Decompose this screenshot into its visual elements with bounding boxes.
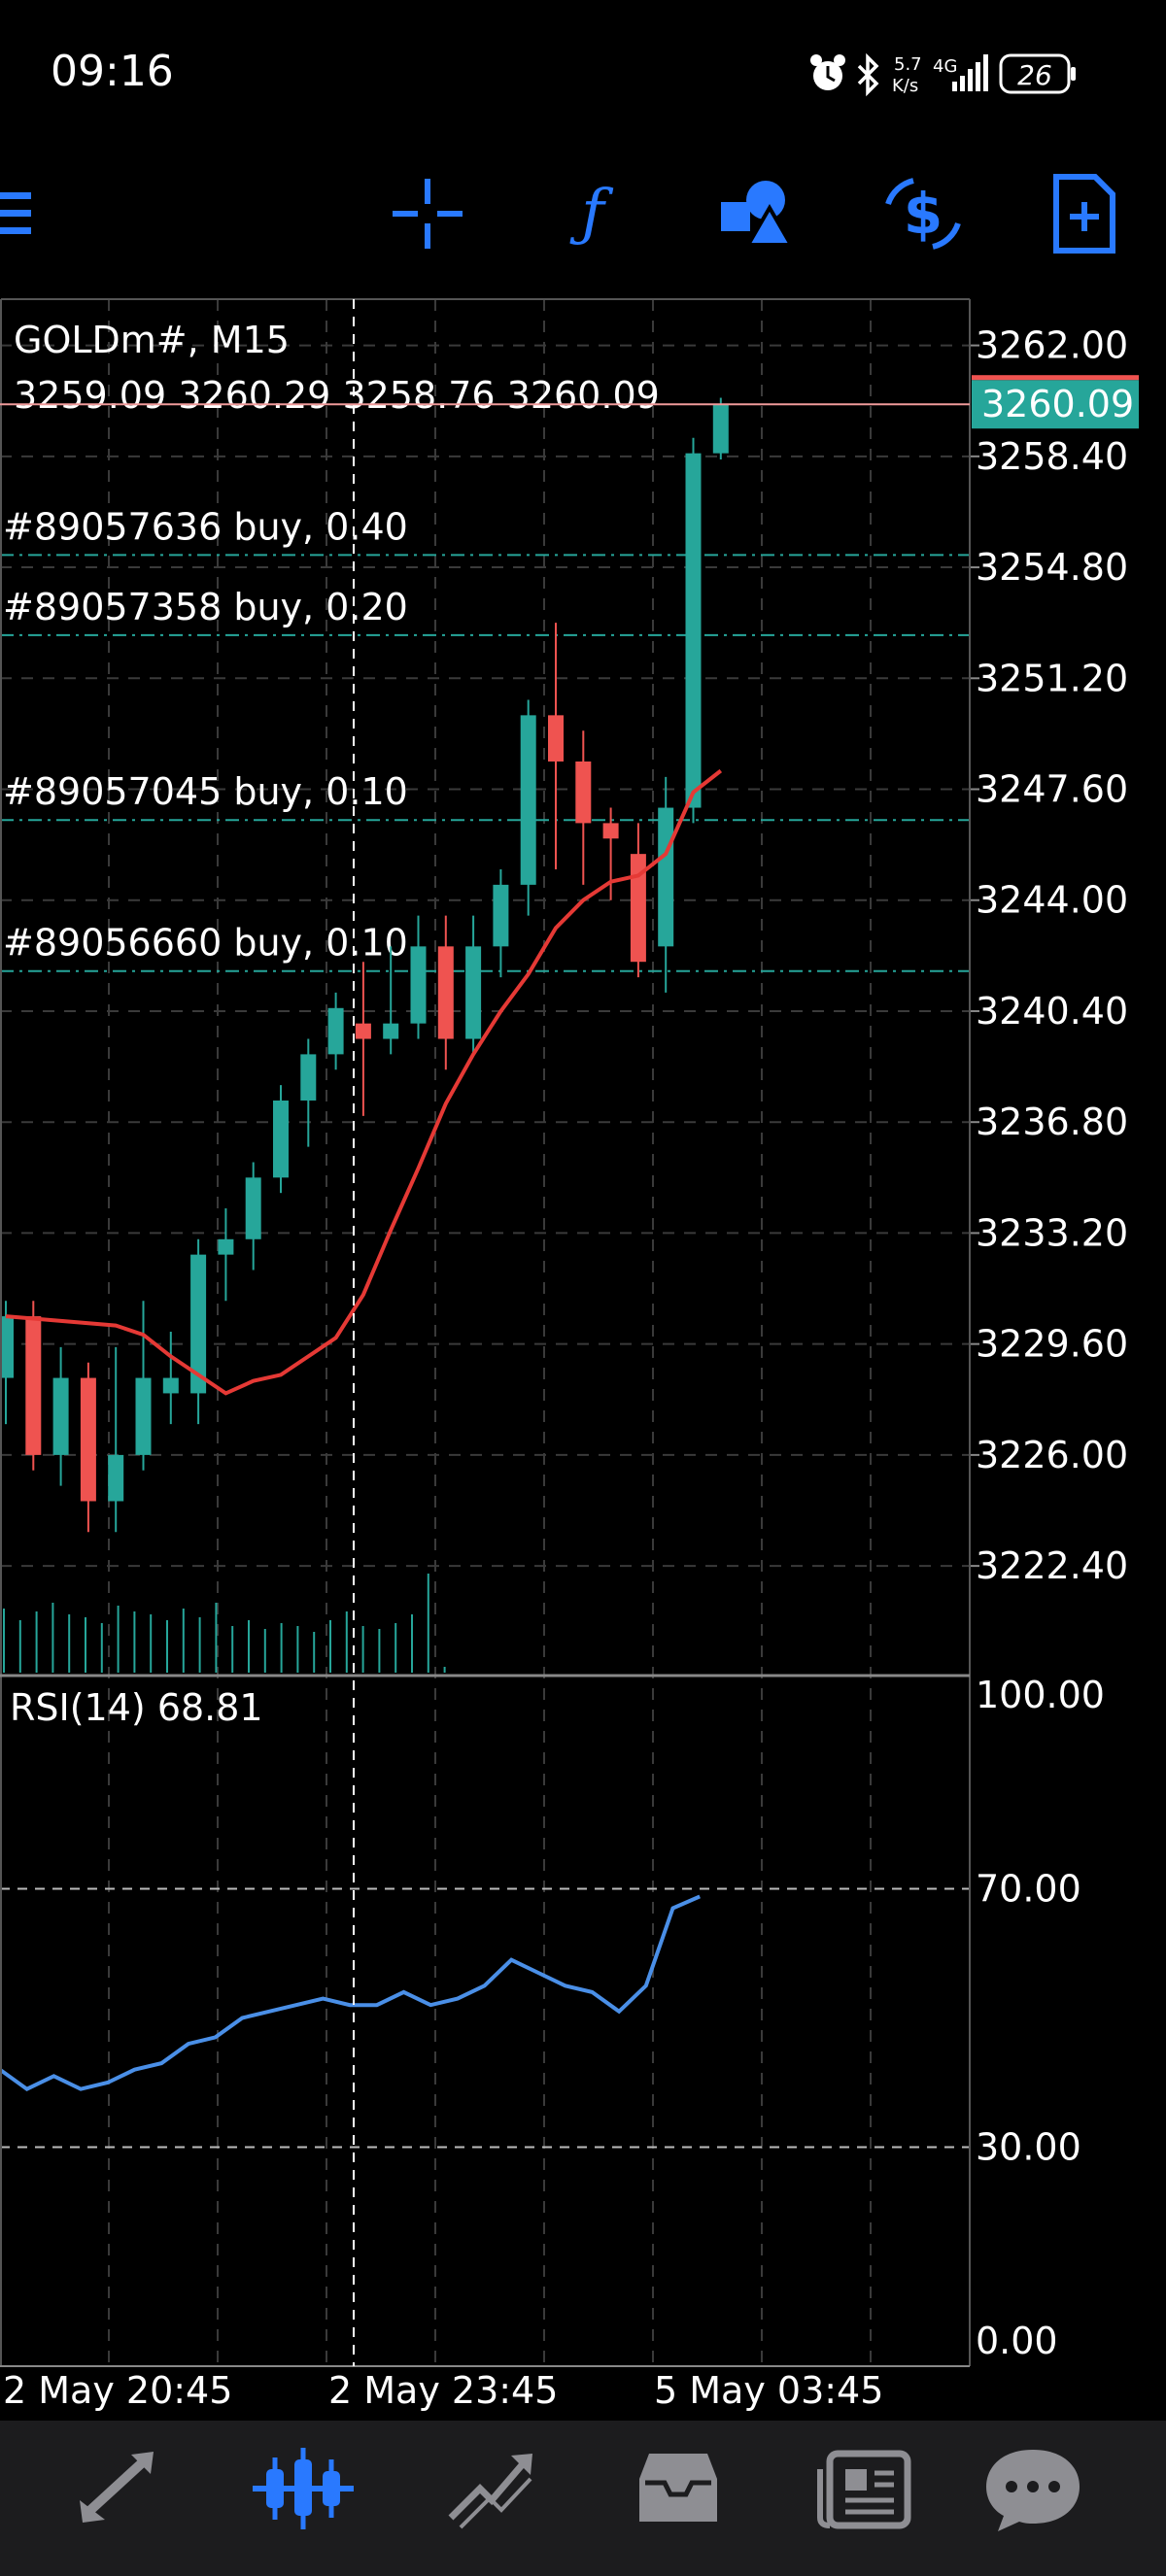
status-time: 09:16 <box>51 47 174 96</box>
candle-bull <box>520 715 536 885</box>
news-tab-icon[interactable] <box>806 2440 923 2537</box>
current-price-box <box>972 380 1139 429</box>
svg-text:$: $ <box>904 181 943 247</box>
menu-icon[interactable] <box>0 165 49 262</box>
chart-toolbar: ƒ $ <box>0 165 1166 262</box>
ohlc-label: 3259.09 3260.29 3258.76 3260.09 <box>14 374 660 417</box>
rsi-label: RSI(14) 68.81 <box>10 1686 263 1729</box>
price-tick-label: 3244.00 <box>976 879 1128 922</box>
time-label: 5 May 03:45 <box>654 2369 883 2412</box>
price-tick-label: 3236.80 <box>976 1101 1128 1143</box>
price-axis-labels: 3262.00 3258.40 3254.80 3251.20 3247.60 3244.… <box>976 324 1128 1588</box>
candle-bull <box>465 946 482 1039</box>
symbol-label: GOLDm#, M15 <box>14 319 290 361</box>
bluetooth-icon <box>857 52 879 97</box>
candle-bull <box>245 1177 261 1239</box>
order-label: #89057045 buy, 0.10 <box>3 770 408 813</box>
candle-bear <box>437 946 454 1039</box>
candle-bull <box>685 453 702 808</box>
candle-bear <box>355 1023 371 1039</box>
status-bar: 09:16 5.7 K/s 4G 26 <box>0 0 1166 155</box>
time-axis-labels: 2 May 20:45 2 May 23:45 5 May 03:45 <box>3 2369 883 2412</box>
rsi-tick-label: 100.00 <box>976 1674 1105 1716</box>
candle-bear <box>602 823 619 839</box>
battery-icon: 26 <box>999 53 1076 94</box>
volume-bars <box>3 1574 446 1673</box>
indicators-icon[interactable]: ƒ <box>544 165 641 262</box>
candle-bear <box>80 1377 96 1502</box>
quotes-tab-icon[interactable] <box>58 2440 175 2537</box>
objects-icon[interactable] <box>709 165 806 262</box>
price-tick-label: 3233.20 <box>976 1211 1128 1254</box>
chart-tab-icon[interactable] <box>245 2440 361 2537</box>
bottom-tab-bar <box>0 2421 1166 2576</box>
price-tick-label: 3262.00 <box>976 324 1128 367</box>
candle-bull <box>52 1377 69 1455</box>
signal-icon <box>952 54 988 91</box>
candle-bull <box>712 403 729 454</box>
crosshair-icon[interactable] <box>379 165 476 262</box>
ask-marker <box>972 375 1139 381</box>
network-type: 4G <box>933 56 957 77</box>
rsi-axis-labels: 100.00 70.00 30.00 0.00 <box>976 1674 1105 2362</box>
price-tick-label: 3240.40 <box>976 990 1128 1033</box>
candle-bear <box>548 715 564 762</box>
price-tick-label: 3258.40 <box>976 435 1128 478</box>
rsi-line <box>0 1894 702 2092</box>
price-tick-label: 3222.40 <box>976 1544 1128 1587</box>
rsi-tick-label: 0.00 <box>976 2320 1058 2362</box>
candle-bull <box>493 884 509 947</box>
candle-bull <box>190 1254 207 1394</box>
trade-tab-icon[interactable] <box>431 2440 548 2537</box>
status-icons: 5.7 K/s 4G 26 <box>810 52 1076 97</box>
candle-bull <box>410 946 427 1024</box>
candle-bull <box>135 1377 152 1455</box>
price-tick-label: 3251.20 <box>976 657 1128 699</box>
order-label: #89056660 buy, 0.10 <box>3 922 408 965</box>
chart-grid <box>0 299 979 2366</box>
price-tick-label: 3247.60 <box>976 768 1128 811</box>
history-tab-icon[interactable] <box>620 2440 737 2537</box>
order-label: #89057358 buy, 0.20 <box>3 586 408 628</box>
new-order-icon[interactable] <box>1035 165 1132 262</box>
net-speed-unit: K/s <box>892 76 918 96</box>
candle-bear <box>25 1316 42 1455</box>
messages-tab-icon[interactable] <box>975 2440 1091 2537</box>
candle-bull <box>300 1054 317 1101</box>
candlesticks <box>0 397 729 1533</box>
time-label: 2 May 20:45 <box>3 2369 232 2412</box>
candle-bull <box>383 1023 399 1039</box>
order-lines: #89057636 buy, 0.40 #89057358 buy, 0.20 #8… <box>0 505 970 972</box>
price-tick-label: 3229.60 <box>976 1323 1128 1366</box>
candle-bull <box>108 1454 124 1502</box>
candle-bull <box>273 1100 289 1178</box>
battery-level: 26 <box>1017 59 1052 91</box>
rsi-tick-label: 70.00 <box>976 1868 1081 1911</box>
current-price-label: 3260.09 <box>981 383 1134 425</box>
price-tick-label: 3226.00 <box>976 1434 1128 1476</box>
candle-bull <box>658 807 674 947</box>
rsi-tick-label: 30.00 <box>976 2126 1081 2169</box>
net-speed-value: 5.7 <box>894 54 922 75</box>
candle-bull <box>218 1238 234 1255</box>
order-label: #89057636 buy, 0.40 <box>3 505 408 548</box>
candle-bear <box>630 854 646 963</box>
candle-bull <box>162 1377 179 1394</box>
price-chart[interactable]: #89057636 buy, 0.40 #89057358 buy, 0.20 #8… <box>0 0 1166 2421</box>
candle-bull <box>327 1007 344 1055</box>
candle-bull <box>0 1316 14 1378</box>
alarm-icon <box>810 54 845 90</box>
moving-average-line <box>5 768 723 1396</box>
candle-bear <box>575 761 592 824</box>
time-label: 2 May 23:45 <box>328 2369 558 2412</box>
symbol-icon[interactable]: $ <box>874 165 972 262</box>
price-tick-label: 3254.80 <box>976 546 1128 589</box>
